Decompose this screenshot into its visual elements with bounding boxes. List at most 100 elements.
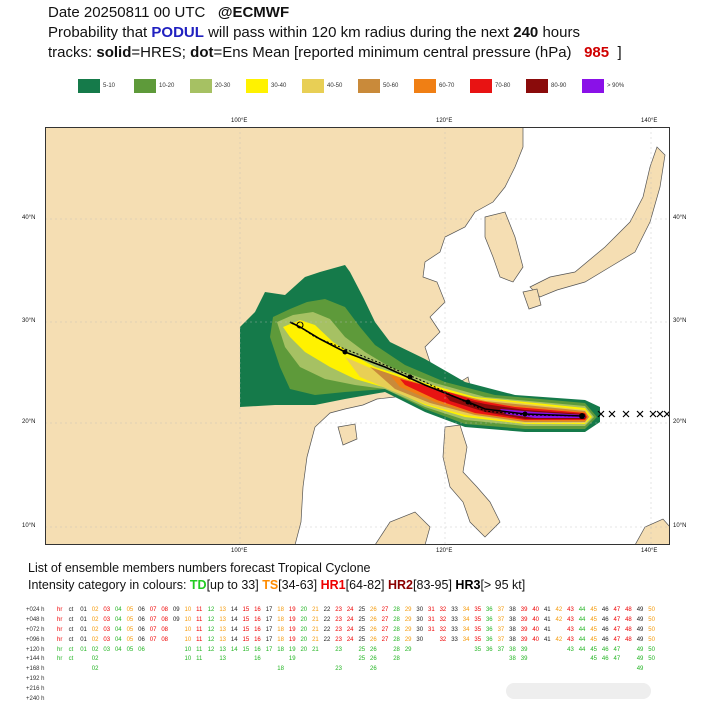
member-cell: 50 xyxy=(648,636,655,643)
member-cell: 32 xyxy=(439,626,447,633)
member-cell: 01 xyxy=(80,616,87,623)
member-cell: 43 xyxy=(567,607,574,613)
member-cell: 39 xyxy=(520,607,528,613)
lat-label-right: 10°N xyxy=(673,523,687,529)
member-cell xyxy=(556,655,568,665)
member-cell: 49 xyxy=(636,626,644,633)
member-cell xyxy=(556,626,568,636)
member-cell xyxy=(266,665,278,675)
hr3-range: [> 95 kt] xyxy=(480,578,526,592)
member-cell: 08 xyxy=(161,636,169,643)
member-cell: 28 xyxy=(393,616,400,623)
member-cell xyxy=(648,665,660,675)
member-cell: 30 xyxy=(416,616,424,623)
member-cell: hr xyxy=(57,616,63,623)
member-cell: 01 xyxy=(80,646,87,653)
member-cell xyxy=(358,665,370,675)
member-cell xyxy=(138,665,150,675)
legend-swatch xyxy=(246,79,268,93)
member-cell: 02 xyxy=(91,607,99,613)
member-cell: 04 xyxy=(114,607,122,613)
member-cell: 19 xyxy=(288,616,296,623)
past-position-x xyxy=(608,410,616,418)
member-cell: 17 xyxy=(265,646,273,653)
member-cell xyxy=(127,665,139,675)
ensemble-row: +072 h hr ct 01 02 03 04 05 06 07 08 10 11 12 13 14 15 16… xyxy=(26,626,706,636)
legend-swatch xyxy=(470,79,492,93)
member-cell: 50 xyxy=(648,626,655,633)
legend-swatch xyxy=(526,79,548,93)
member-cell: 40 xyxy=(532,607,540,613)
dot-word: dot xyxy=(190,44,214,61)
member-cell: 02 xyxy=(91,666,99,673)
member-cell: 35 xyxy=(474,626,482,633)
legend-swatch xyxy=(582,79,604,93)
member-cell: 42 xyxy=(555,607,563,613)
member-cell: 47 xyxy=(613,646,621,653)
member-cell: 23 xyxy=(335,607,342,613)
member-cell: 08 xyxy=(161,626,169,633)
member-cell: 31 xyxy=(428,607,435,613)
ts-range: [34-63] xyxy=(278,578,318,592)
storm-name: PODUL xyxy=(151,24,204,41)
member-cell xyxy=(405,655,417,665)
member-cell: 14 xyxy=(230,616,238,623)
member-cell: 38 xyxy=(509,646,516,653)
legend-item: 80-90 xyxy=(526,78,582,94)
member-cell: 37 xyxy=(497,636,505,643)
header-line-3: tracks: solid=HRES; dot=Ens Mean [report… xyxy=(48,44,622,62)
lead-time-label: +048 h xyxy=(26,616,45,623)
member-cell xyxy=(231,655,243,665)
member-cell xyxy=(393,665,405,675)
member-cell xyxy=(428,636,440,646)
lat-label-left: 30°N xyxy=(22,318,36,324)
ensemble-table: +024 h hr ct 01 02 03 04 05 06 07 08 09 10 11 12 13 14 15… xyxy=(26,606,706,705)
legend-item: 30-40 xyxy=(246,78,302,94)
member-cell: 12 xyxy=(207,626,215,633)
hr1-range: [64-82] xyxy=(345,578,385,592)
member-cell: 34 xyxy=(462,636,470,643)
member-cell: 40 xyxy=(532,626,540,633)
member-cell: 16 xyxy=(254,656,261,663)
source-text: @ECMWF xyxy=(217,4,290,21)
member-cell: 37 xyxy=(497,626,505,633)
member-cell: 05 xyxy=(126,607,134,613)
member-cell: 06 xyxy=(138,607,145,613)
member-cell: 33 xyxy=(451,626,458,633)
member-cell: 01 xyxy=(80,607,87,613)
member-cell: 44 xyxy=(578,636,586,643)
legend-label: 40-50 xyxy=(327,83,343,89)
track-marker xyxy=(579,413,585,419)
member-cell: 20 xyxy=(300,607,308,613)
legend-swatch xyxy=(302,79,324,93)
member-cell: 10 xyxy=(184,636,192,643)
member-cell xyxy=(498,655,510,665)
ensemble-list-title: List of ensemble members numbers forecas… xyxy=(28,561,371,575)
member-cell xyxy=(451,655,463,665)
member-cell xyxy=(243,665,255,675)
intensity-legend: Intensity category in colours: TD[up to … xyxy=(28,578,525,592)
member-cell: 28 xyxy=(393,626,400,633)
legend-swatch xyxy=(134,79,156,93)
member-cell: 15 xyxy=(242,626,250,633)
member-cell xyxy=(428,646,440,656)
member-cell: 32 xyxy=(439,607,447,613)
intensity-prefix: Intensity category in colours: xyxy=(28,578,187,592)
member-cell xyxy=(532,655,544,665)
member-cell xyxy=(579,655,591,665)
member-cell: 25 xyxy=(358,656,366,663)
member-cell xyxy=(277,655,289,665)
member-cell: 09 xyxy=(172,607,180,613)
member-cell: 04 xyxy=(114,646,122,653)
member-cell: 16 xyxy=(254,636,261,643)
philippines-landmass xyxy=(442,424,501,538)
tracks-text: tracks: xyxy=(48,44,93,61)
member-cell: 11 xyxy=(196,646,203,653)
member-cell: 13 xyxy=(219,656,226,663)
member-cell: 14 xyxy=(230,646,238,653)
member-cell: 41 xyxy=(543,626,551,633)
member-cell xyxy=(625,665,637,675)
member-cell xyxy=(521,665,533,675)
kyushu-landmass xyxy=(522,288,542,310)
lead-time-label: +072 h xyxy=(26,626,45,633)
